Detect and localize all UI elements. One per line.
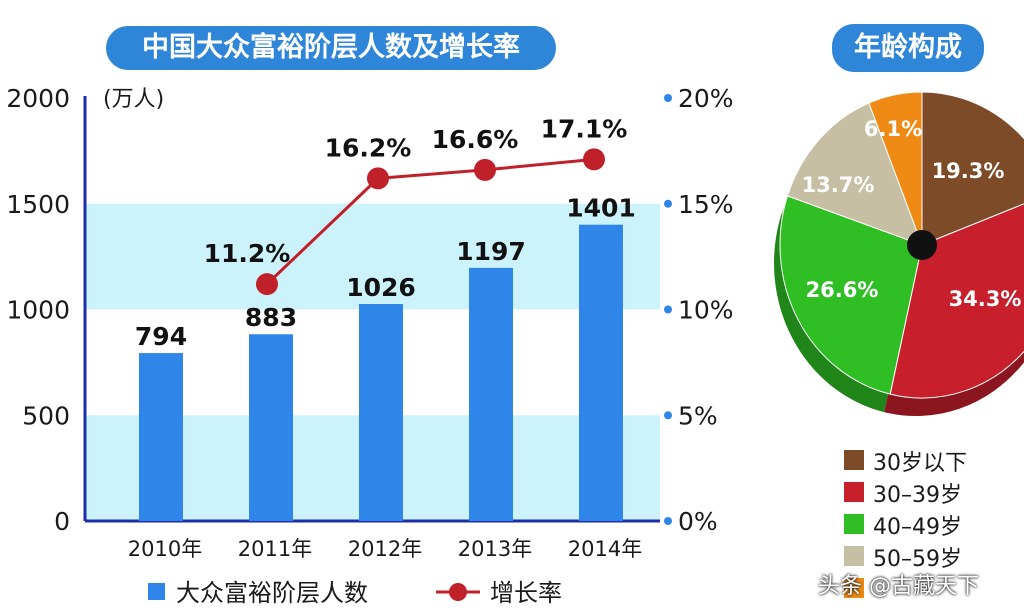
watermark: 头条 @古藏天下 xyxy=(818,574,979,599)
pie-legend-label: 50–59岁 xyxy=(873,547,962,572)
pie-center-dot xyxy=(907,230,937,260)
pie-slice xyxy=(779,195,923,395)
y2-tick-dot xyxy=(664,411,672,420)
bar-value-label: 794 xyxy=(135,322,187,351)
pie-slice-label: 34.3% xyxy=(949,287,1022,311)
pie-slice xyxy=(786,102,923,246)
legend-swatch-bars xyxy=(148,583,165,600)
bar-value-label: 1026 xyxy=(346,273,416,302)
pie-legend-swatch xyxy=(844,450,864,470)
x-tick-label: 2012年 xyxy=(348,537,422,561)
bar-value-label: 1197 xyxy=(456,237,526,266)
pie-legend-swatch xyxy=(844,578,864,598)
bar xyxy=(359,304,403,521)
y-tick-label: 0 xyxy=(54,507,70,536)
bar-value-label: 1401 xyxy=(566,194,636,223)
band-1000-1500 xyxy=(85,203,660,310)
pie-title: 年龄构成 xyxy=(832,24,984,72)
bar xyxy=(139,353,183,521)
bar-value-label: 883 xyxy=(245,303,297,332)
pie-legend-swatch xyxy=(844,546,864,566)
pie-legend-swatch xyxy=(844,482,864,502)
chart-title: 中国大众富裕阶层人数及增长率 xyxy=(106,26,556,70)
pie-slice xyxy=(921,91,1024,246)
pie-slice-label: 19.3% xyxy=(932,159,1005,183)
growth-rate-point xyxy=(474,158,496,181)
bar xyxy=(249,334,293,521)
y2-tick-label: 0% xyxy=(678,507,718,536)
growth-rate-label: 16.6% xyxy=(432,125,519,154)
y2-tick-label: 20% xyxy=(678,84,734,113)
x-tick-label: 2010年 xyxy=(128,537,202,561)
y2-tick-dot xyxy=(664,517,672,525)
y2-tick-dot xyxy=(664,305,672,314)
y-tick-label: 1500 xyxy=(6,190,70,219)
pie-slice-label: 6.1% xyxy=(864,117,922,141)
growth-rate-label: 11.2% xyxy=(204,239,291,268)
y2-tick-dot xyxy=(664,94,672,102)
pie-legend-label: 30岁以下 xyxy=(873,451,967,476)
x-tick-label: 2014年 xyxy=(568,537,642,561)
growth-rate-label: 16.2% xyxy=(325,133,412,162)
y2-tick-label: 10% xyxy=(678,296,734,325)
y-unit-label: (万人) xyxy=(103,87,164,112)
y2-tick-label: 15% xyxy=(678,190,734,219)
pie-slice-label: 13.7% xyxy=(802,173,875,197)
pie-slice xyxy=(868,91,923,246)
growth-rate-label: 17.1% xyxy=(541,114,628,143)
growth-rate-point xyxy=(256,273,278,296)
growth-rate-line xyxy=(265,157,595,286)
y-tick-label: 1000 xyxy=(6,296,70,325)
legend-label-bars: 大众富裕阶层人数 xyxy=(176,579,368,607)
pie-legend-label: 30–39岁 xyxy=(873,483,962,508)
y2-tick-dot xyxy=(664,199,672,208)
pie-legend-swatch xyxy=(844,514,864,534)
y-tick-label: 500 xyxy=(22,401,70,430)
bar xyxy=(579,224,623,521)
growth-rate-point xyxy=(367,167,389,190)
pie-slice-label: 26.6% xyxy=(806,278,879,302)
legend-label-growth: 增长率 xyxy=(490,579,562,607)
x-tick-label: 2013年 xyxy=(458,537,532,561)
legend-dot-growth xyxy=(449,583,467,601)
bar xyxy=(469,267,513,521)
x-tick-label: 2011年 xyxy=(238,537,312,561)
y-tick-label: 2000 xyxy=(6,84,70,113)
pie-legend-label: 40–49岁 xyxy=(873,515,962,540)
growth-rate-point xyxy=(583,148,605,171)
y2-tick-label: 5% xyxy=(678,401,718,430)
